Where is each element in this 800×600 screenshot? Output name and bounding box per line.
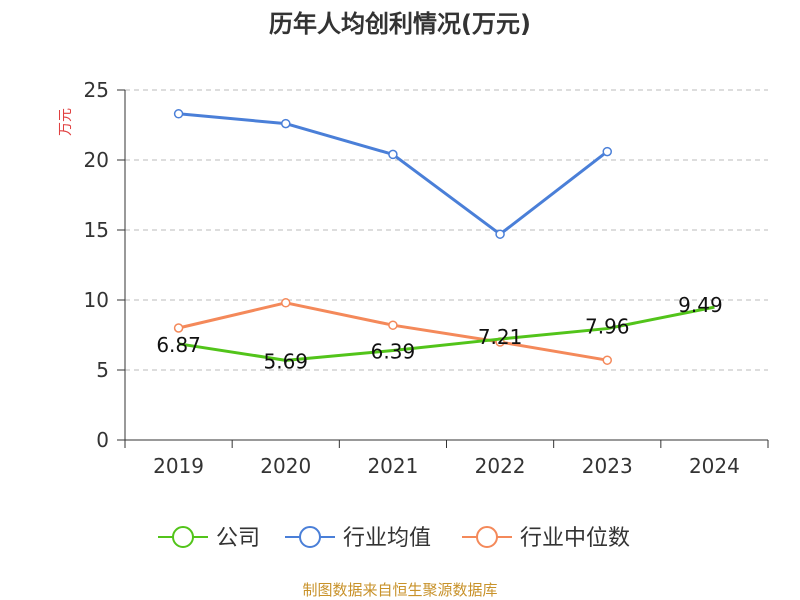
legend-item-1[interactable]: 行业均值: [285, 526, 431, 551]
series-point: [388, 149, 398, 160]
legend-marker: [476, 526, 498, 548]
legend-label: 公司: [216, 526, 260, 551]
legend-marker: [299, 526, 321, 548]
series-point: [602, 146, 612, 157]
source-note: 制图数据来自恒生聚源数据库: [302, 581, 497, 599]
series-line: [178, 112, 609, 236]
x-tick-label: 2019: [153, 454, 204, 478]
data-label: 6.39: [371, 340, 416, 364]
legend[interactable]: 公司 行业均值 行业中位数: [158, 526, 630, 551]
y-tick-label: 20: [84, 148, 109, 172]
series-point: [602, 355, 612, 365]
series-point: [173, 323, 184, 333]
x-tick-label: 2022: [475, 454, 526, 478]
y-tick-label: 25: [84, 78, 109, 102]
series-point: [495, 229, 505, 239]
legend-item-0[interactable]: 公司: [158, 526, 260, 551]
x-tick-label: 2023: [582, 454, 633, 478]
data-label: 7.96: [585, 315, 630, 339]
series-point: [281, 298, 291, 308]
series-lines: [173, 109, 715, 365]
data-labels: 6.87 5.69 6.39 7.21 7.96 9.49: [156, 293, 722, 373]
series-point: [281, 118, 291, 129]
y-axis-unit-label: 万元: [58, 108, 74, 136]
legend-item-2[interactable]: 行业中位数: [462, 526, 630, 551]
legend-marker: [172, 526, 194, 548]
grid-lines: [125, 89, 768, 371]
y-tick-label: 15: [84, 218, 109, 242]
x-tick-label: 2024: [689, 454, 740, 478]
data-label: 5.69: [263, 349, 308, 373]
y-tick-label: 0: [96, 428, 109, 452]
legend-label: 行业中位数: [520, 526, 630, 551]
legend-label: 行业均值: [343, 526, 431, 551]
x-tick-label: 2020: [260, 454, 311, 478]
series-1: [173, 109, 612, 239]
series-point: [173, 109, 184, 119]
data-label: 9.49: [678, 293, 723, 317]
series-0: [178, 305, 715, 362]
y-tick-label: 5: [96, 358, 109, 382]
series-point: [388, 320, 398, 330]
y-tick-label: 10: [84, 288, 109, 312]
axes: 0 5 10 15 20 25 2019 2020 2021 2022 2023 2024: [84, 78, 769, 478]
data-label: 7.21: [478, 325, 523, 349]
series-2: [173, 298, 612, 365]
x-tick-label: 2021: [367, 454, 418, 478]
data-label: 6.87: [156, 333, 201, 357]
series-line: [178, 305, 715, 362]
chart-title: 历年人均创利情况(万元): [269, 10, 531, 38]
